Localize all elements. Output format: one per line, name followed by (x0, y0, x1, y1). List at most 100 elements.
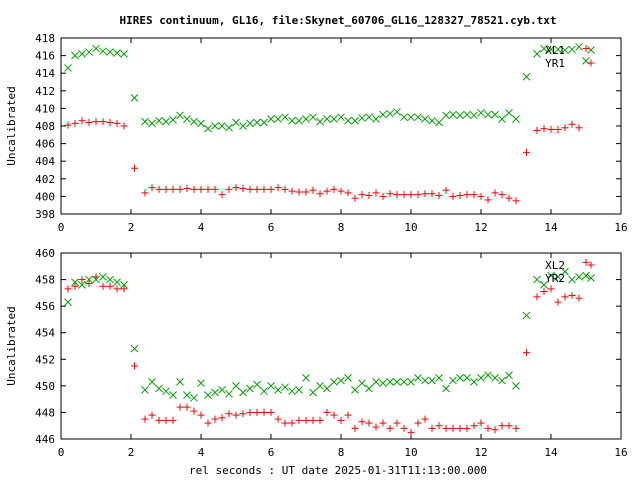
y-tick-label: 448 (35, 406, 55, 419)
data-point-yr1 (274, 184, 282, 192)
data-point-xl1-stroke (470, 111, 478, 120)
data-point-xl1 (204, 124, 212, 133)
data-point-yr2 (113, 278, 121, 287)
data-point-yr2 (575, 273, 583, 281)
data-point-yr2-stroke (246, 384, 254, 393)
data-point-yr2 (330, 378, 338, 386)
data-point-xl2 (344, 411, 352, 419)
x-tick-label: 14 (544, 221, 558, 234)
data-point-xl1-stroke (316, 117, 324, 126)
data-point-xl1 (141, 117, 149, 126)
data-point-xl1 (498, 115, 506, 123)
legend-marker-yr1 (587, 59, 595, 67)
data-point-yr2-stroke (155, 384, 163, 393)
data-point-xl1 (400, 113, 408, 122)
data-point-yr2 (498, 376, 506, 385)
data-point-xl1 (435, 118, 443, 127)
data-point-xl1-stroke (505, 108, 513, 117)
data-point-yr2-stroke (225, 389, 233, 398)
data-point-xl1-stroke (253, 118, 261, 127)
data-point-yr1 (330, 185, 338, 193)
data-point-xl1-stroke (575, 42, 583, 51)
data-point-xl1 (547, 45, 555, 54)
data-point-xl2 (183, 403, 191, 411)
data-point-xl2 (435, 422, 443, 430)
data-point-yr1 (204, 185, 212, 193)
data-point-yr2-stroke (484, 371, 492, 380)
data-point-xl2 (400, 424, 408, 432)
data-point-yr2-stroke (386, 378, 394, 386)
data-point-yr2 (295, 385, 303, 394)
data-point-xl1 (323, 115, 331, 123)
data-point-xl1-stroke (176, 111, 184, 120)
data-point-yr1 (477, 192, 485, 200)
data-point-xl2 (505, 422, 513, 430)
data-point-yr2-stroke (302, 374, 310, 382)
data-point-yr1 (155, 185, 163, 193)
data-point-xl2 (365, 419, 373, 427)
data-point-xl2 (407, 428, 415, 436)
data-point-yr1 (337, 187, 345, 195)
data-point-yr2 (197, 379, 205, 388)
data-point-yr2-stroke (148, 378, 156, 386)
data-point-xl2 (575, 294, 583, 302)
data-point-xl2 (309, 416, 317, 424)
data-point-yr2 (323, 384, 331, 393)
data-point-xl1 (120, 49, 128, 58)
chart-title: HIRES continuum, GL16, file:Skynet_60706… (119, 14, 556, 27)
data-point-xl1-stroke (540, 44, 548, 53)
data-point-xl1 (218, 122, 226, 130)
x-tick-label: 16 (614, 446, 627, 459)
x-tick-label: 4 (198, 221, 205, 234)
data-point-xl1 (484, 110, 492, 119)
data-point-xl2 (288, 419, 296, 427)
data-point-xl1 (533, 49, 541, 58)
data-point-xl2 (295, 416, 303, 424)
data-point-xl1-stroke (337, 113, 345, 122)
data-point-xl1-stroke (344, 116, 352, 125)
data-point-yr2-stroke (316, 382, 324, 390)
data-point-yr2-stroke (498, 376, 506, 385)
data-point-xl1 (561, 46, 569, 55)
x-tick-label: 10 (404, 446, 417, 459)
data-point-yr1 (225, 185, 233, 193)
legend-label-xl1: XL1 (545, 44, 565, 57)
y-tick-label: 408 (35, 120, 55, 133)
data-point-yr2-stroke (358, 379, 366, 388)
series-xl2 (64, 258, 590, 436)
data-point-yr2 (267, 382, 275, 390)
data-point-yr1 (582, 45, 590, 53)
data-point-yr2-stroke (547, 271, 555, 280)
data-point-yr2-stroke (120, 281, 128, 289)
data-point-yr2 (288, 387, 296, 396)
data-point-yr1 (523, 148, 530, 156)
x-tick-label: 6 (268, 221, 275, 234)
data-point-yr2 (344, 374, 352, 382)
data-point-yr2-stroke (281, 383, 289, 392)
data-point-yr2-stroke (463, 374, 471, 382)
data-point-yr1 (78, 117, 86, 125)
data-point-yr1 (449, 192, 457, 200)
data-point-yr1 (246, 185, 254, 193)
y-tick-label: 400 (35, 190, 55, 203)
data-point-yr2 (533, 275, 541, 284)
data-point-yr2-stroke (582, 271, 590, 280)
data-point-xl1-stroke (414, 113, 422, 122)
data-point-xl2 (274, 415, 282, 423)
data-point-yr2-stroke (554, 273, 562, 281)
data-point-xl1-stroke (435, 118, 443, 127)
data-point-yr1 (64, 121, 72, 129)
data-point-yr2-stroke (344, 374, 352, 382)
data-point-xl2 (498, 422, 506, 430)
data-point-yr1 (106, 118, 114, 126)
data-point-yr2-stroke (295, 385, 303, 394)
x-tick-label: 8 (338, 446, 345, 459)
data-point-yr2 (92, 275, 100, 284)
y-tick-label: 458 (35, 274, 55, 287)
data-point-xl1-stroke (246, 119, 254, 128)
data-point-yr1 (372, 189, 380, 197)
y-tick-label: 402 (35, 173, 55, 186)
data-point-yr2-stroke (274, 385, 282, 394)
data-point-yr1 (463, 191, 471, 199)
data-point-yr1 (512, 197, 520, 205)
